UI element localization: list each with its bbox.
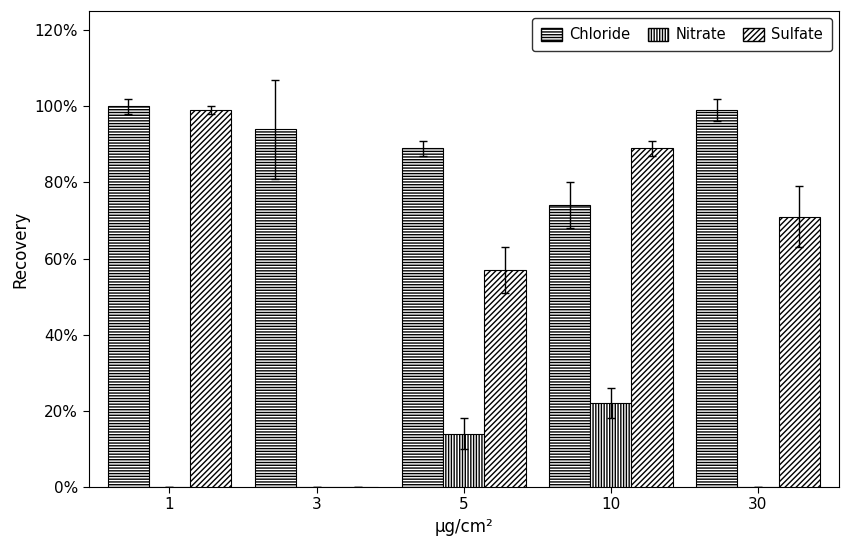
Bar <box>190 110 231 487</box>
Bar <box>108 106 149 487</box>
Bar <box>484 270 525 487</box>
Bar <box>549 205 590 487</box>
Bar <box>402 148 443 487</box>
Bar <box>696 110 738 487</box>
Legend: Chloride, Nitrate, Sulfate: Chloride, Nitrate, Sulfate <box>532 19 831 51</box>
Bar <box>632 148 672 487</box>
Bar <box>443 434 484 487</box>
X-axis label: μg/cm²: μg/cm² <box>434 518 493 536</box>
Y-axis label: Recovery: Recovery <box>11 211 29 288</box>
Bar <box>590 403 632 487</box>
Bar <box>779 217 819 487</box>
Bar <box>255 129 296 487</box>
